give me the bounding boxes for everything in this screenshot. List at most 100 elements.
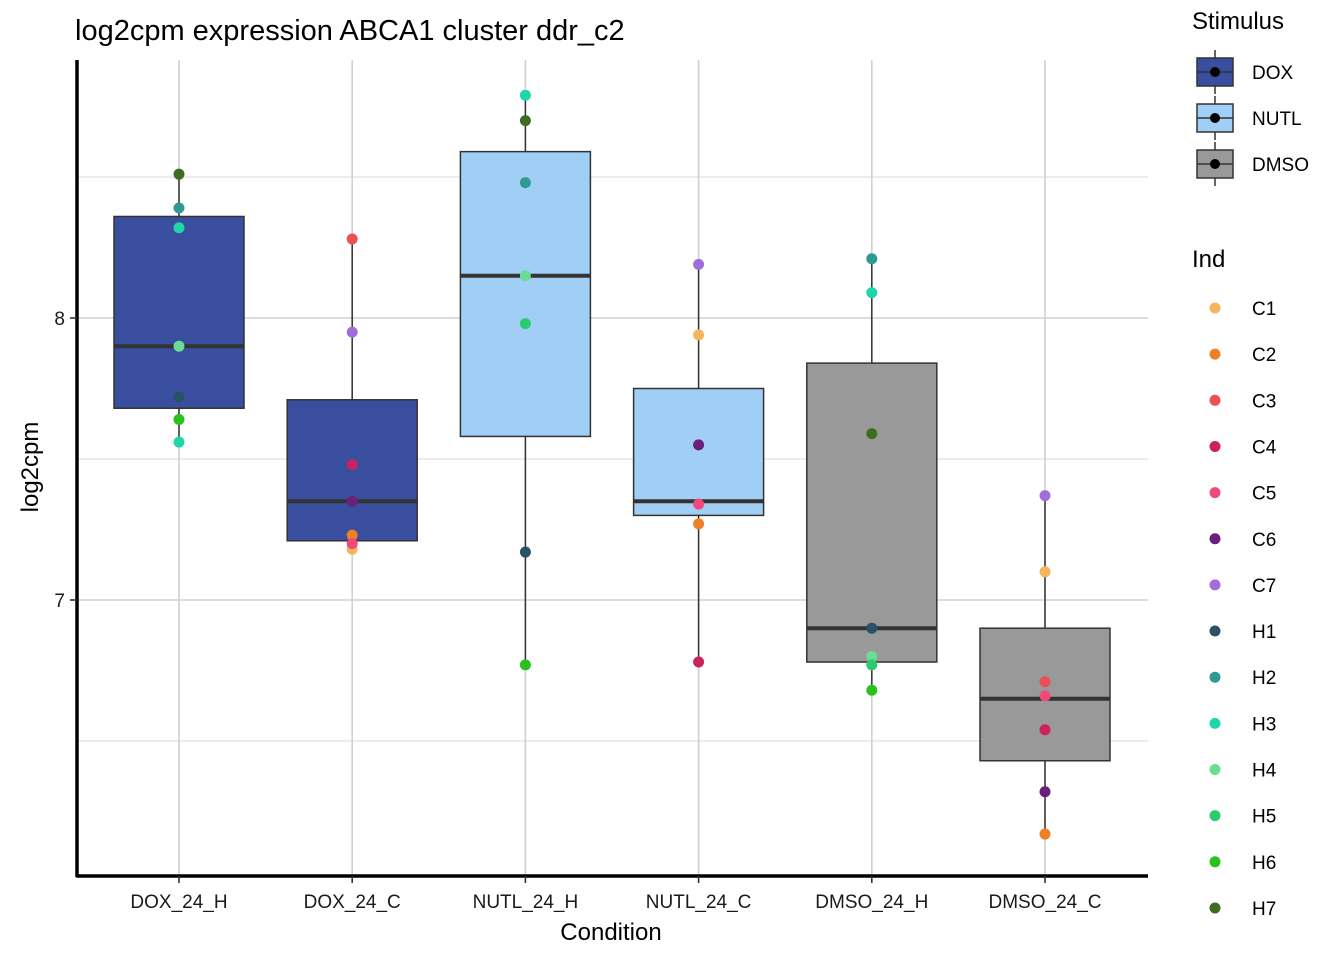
x-tick-label: NUTL_24_C	[646, 892, 752, 913]
point-H6	[519, 659, 531, 671]
y-tick-label: 7	[54, 591, 65, 612]
box-NUTL_24_H	[459, 95, 592, 665]
legend-ind-dot	[1209, 856, 1221, 868]
legend-ind-item: C3	[1209, 391, 1276, 412]
legend-ind-label: H4	[1252, 761, 1277, 782]
legend-ind-title: Ind	[1192, 246, 1225, 273]
legend-ind-dot	[1209, 717, 1221, 729]
point-H4	[866, 650, 878, 662]
legend-stimulus-item: NUTL	[1196, 96, 1302, 140]
point-H7	[519, 115, 531, 127]
legend-ind-item: H2	[1209, 668, 1276, 689]
legend-ind-dot	[1209, 579, 1221, 591]
legend-ind-dot	[1209, 533, 1221, 545]
point-C7	[693, 258, 705, 270]
point-C4	[1039, 724, 1051, 736]
point-H4	[173, 340, 185, 352]
legend-ind-item: C4	[1209, 437, 1277, 458]
legend-stimulus-label: DMSO	[1252, 155, 1309, 176]
box-NUTL_24_C	[632, 264, 765, 663]
legend-ind-item: H3	[1209, 714, 1276, 735]
box-body	[113, 215, 245, 409]
legend-ind-label: C2	[1252, 345, 1276, 366]
legend-ind-item: H5	[1209, 807, 1276, 828]
legend-stimulus-label: DOX	[1252, 63, 1294, 84]
point-C6	[693, 439, 705, 451]
point-H5	[519, 318, 531, 330]
y-axis-title: log2cpm	[17, 422, 44, 513]
point-H3	[173, 222, 185, 234]
legend-stimulus-item: DOX	[1196, 50, 1294, 94]
point-H3	[519, 89, 531, 101]
point-H2	[173, 202, 185, 214]
legend-ind-label: C4	[1252, 437, 1277, 458]
point-C5	[346, 538, 358, 550]
legend-ind-item: C2	[1209, 345, 1276, 366]
box-body	[632, 387, 765, 517]
legend-ind-dot	[1209, 764, 1221, 775]
point-C6	[1039, 786, 1051, 798]
point-C1	[693, 329, 705, 341]
point-H1	[866, 622, 878, 634]
legend-ind-item: H1	[1209, 622, 1276, 643]
x-tick-label: DMSO_24_C	[989, 892, 1102, 913]
point-C2	[693, 518, 705, 530]
legend-ind-dot	[1209, 440, 1221, 452]
legend-ind-label: C1	[1252, 299, 1276, 320]
x-tick-label: DOX_24_C	[304, 892, 401, 913]
boxes	[113, 95, 1111, 835]
legend-stimulus-title: Stimulus	[1192, 8, 1284, 35]
point-C3	[1039, 676, 1051, 688]
box-body	[459, 150, 592, 438]
legend-stimulus-label: NUTL	[1252, 109, 1302, 130]
legend-key-point	[1210, 67, 1220, 77]
axes: 7 8 DOX_24_H DOX_24_C NUTL_24_H NUTL_24_C DMSO…	[54, 60, 1148, 913]
legend-stimulus: Stimulus DOX NUTL DMSO	[1192, 8, 1309, 186]
legend-ind-item: C7	[1209, 576, 1276, 597]
box-body	[806, 362, 938, 663]
legend-ind-label: H6	[1252, 853, 1276, 874]
legend-stimulus-item: DMSO	[1196, 142, 1309, 186]
point-C6	[346, 495, 358, 507]
point-H2	[519, 177, 531, 189]
legend-ind-item: H6	[1209, 853, 1276, 874]
point-C4	[346, 459, 358, 471]
legend-ind-item: C1	[1209, 299, 1276, 320]
legend-ind-dot	[1209, 302, 1221, 314]
legend-ind-dot	[1209, 902, 1221, 914]
point-C5	[1039, 690, 1051, 702]
point-H7	[866, 428, 878, 440]
legend-ind-dot	[1209, 348, 1221, 360]
legend-ind-item: C5	[1209, 484, 1276, 505]
box-DMSO_24_H	[806, 258, 938, 691]
legend-ind-label: H5	[1252, 807, 1276, 828]
point-H3	[173, 436, 185, 448]
point-H1	[173, 391, 185, 403]
y-tick-label: 8	[54, 309, 65, 330]
legend-key-point	[1210, 159, 1220, 169]
point-C7	[346, 326, 358, 338]
legend-ind-dot	[1209, 487, 1221, 499]
point-C1	[1039, 566, 1051, 578]
legend-ind-dot	[1209, 810, 1221, 822]
legend-ind-label: H7	[1252, 899, 1276, 920]
legend-ind-dot	[1209, 394, 1221, 406]
point-H2	[866, 253, 878, 265]
point-C3	[346, 233, 358, 245]
legend-ind-item: C6	[1209, 530, 1276, 551]
legend-ind-dot	[1209, 671, 1221, 683]
legend-ind-item: H4	[1209, 761, 1277, 782]
legend-ind-label: H2	[1252, 668, 1276, 689]
legend-key-point	[1210, 113, 1220, 123]
legend-ind-label: C3	[1252, 391, 1276, 412]
box-DOX_24_H	[113, 174, 245, 443]
chart-title: log2cpm expression ABCA1 cluster ddr_c2	[75, 15, 625, 47]
point-H4	[519, 270, 531, 282]
legend-ind-label: C5	[1252, 484, 1276, 505]
point-C2	[346, 529, 358, 541]
point-C7	[1039, 490, 1051, 502]
x-tick-label: NUTL_24_H	[473, 892, 579, 913]
x-tick-label: DOX_24_H	[130, 892, 227, 913]
point-C4	[693, 656, 705, 668]
